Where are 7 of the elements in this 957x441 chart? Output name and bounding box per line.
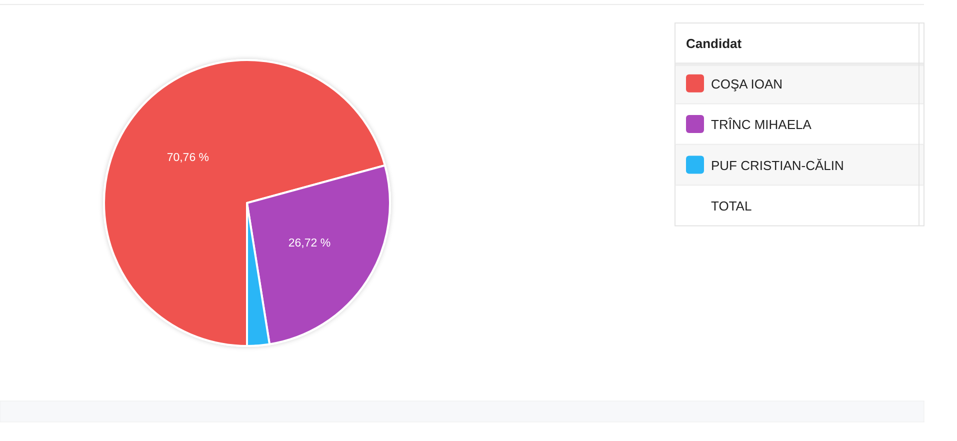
legend-label: PUF CRISTIAN-CĂLIN: [711, 157, 844, 172]
legend-label: COŞA IOAN: [711, 76, 783, 91]
data-label: 26,72 %: [288, 237, 331, 250]
legend-label: TRÎNC MIHAELA: [711, 116, 812, 132]
legend-title: Candidat: [686, 36, 742, 50]
text: TOTAL: [711, 198, 752, 213]
data-label: 70,76 %: [166, 152, 210, 164]
